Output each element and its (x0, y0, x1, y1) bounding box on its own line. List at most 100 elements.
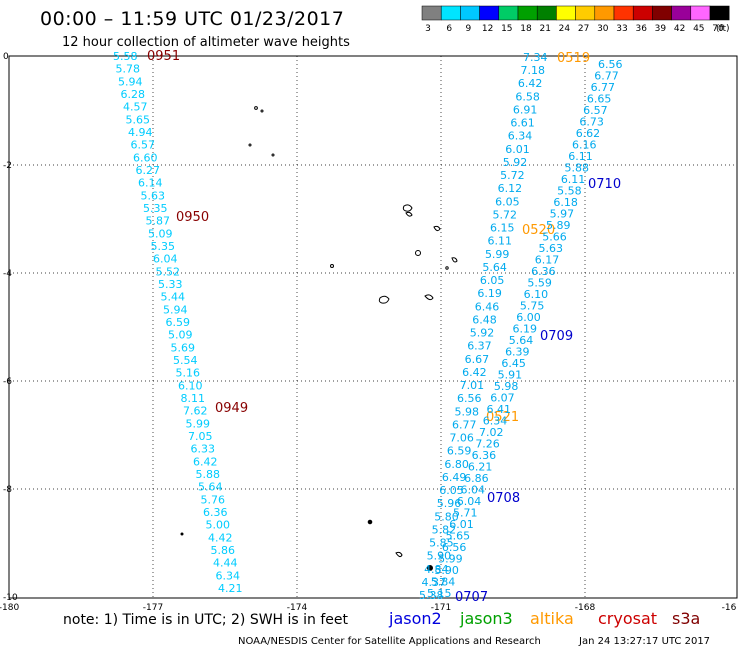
wave-height-value: 5.89 (546, 219, 571, 232)
scale-swatch (440, 5, 461, 21)
credit-text: NOAA/NESDIS Center for Satellite Applica… (238, 636, 541, 647)
scale-label: 3 (425, 24, 431, 34)
scale-swatch (479, 5, 500, 21)
scale-label: 27 (578, 24, 589, 34)
wave-height-value: 4.21 (218, 582, 243, 595)
wave-height-value: 5.90 (434, 564, 459, 577)
satellite-legend-item: cryosat (598, 609, 657, 628)
wave-height-value: 7.18 (520, 64, 545, 77)
scale-label: 12 (482, 24, 493, 34)
wave-height-value: 5.64 (482, 261, 507, 274)
wave-height-value: 5.71 (453, 507, 478, 520)
wave-height-value: 4.84 (424, 563, 449, 576)
wave-height-value: 5.99 (438, 553, 463, 566)
time-label: 0708 (487, 491, 520, 506)
wave-height-value: 6.28 (121, 88, 146, 101)
wave-height-value: 6.16 (572, 139, 597, 152)
longitude-label: -180 (0, 603, 19, 613)
scale-label: 42 (674, 24, 685, 34)
wave-height-value: 5.75 (520, 300, 545, 313)
wave-height-value: 7.05 (188, 430, 213, 443)
wave-height-value: 5.64 (198, 481, 223, 494)
axis-labels: -180 -177 -174 -171 -168 -16 0 -2 -4 -6 -8 -10 (0, 52, 737, 613)
scale-swatch (421, 5, 442, 21)
wave-height-value: 5.38 (419, 589, 444, 602)
wave-height-value: 5.72 (500, 169, 525, 182)
island (402, 204, 413, 212)
wave-height-value: 5.69 (171, 341, 196, 354)
wave-height-value: 6.48 (472, 313, 497, 326)
wave-height-value: 6.21 (468, 461, 493, 474)
wave-height-value: 6.39 (505, 346, 529, 359)
time-label: 0951 (147, 49, 180, 64)
wave-height-value: 4.42 (208, 531, 233, 544)
wave-height-value: 8.11 (181, 392, 206, 405)
wave-height-value: 6.57 (583, 104, 608, 117)
timestamp-text: Jan 24 13:27:17 UTC 2017 (578, 636, 710, 647)
time-label: 0710 (588, 177, 621, 192)
wave-height-value: 6.91 (513, 103, 538, 116)
latitude-label: -4 (3, 269, 12, 279)
wave-height-value: 5.65 (446, 530, 471, 543)
wave-height-value: 6.77 (594, 70, 619, 83)
time-label: 0709 (540, 329, 573, 344)
wave-height-value: 5.85 (429, 537, 454, 550)
wave-height-value: 6.07 (490, 392, 515, 405)
jason2-track: 6.566.776.776.656.576.736.626.166.115.88… (427, 58, 623, 605)
scale-swatch (498, 5, 519, 21)
wave-height-value: 6.77 (452, 418, 477, 431)
map-title: 00:00 – 11:59 UTC 01/23/2017 (40, 8, 344, 30)
island (445, 266, 449, 270)
wave-height-value: 6.05 (480, 274, 505, 287)
wave-height-value: 6.27 (136, 164, 161, 177)
scale-swatch (460, 5, 480, 21)
wave-height-value: 5.58 (113, 50, 138, 63)
wave-height-value: 4.94 (128, 126, 153, 139)
wave-height-value: 5.35 (143, 202, 168, 215)
scale-swatch (671, 5, 692, 21)
time-label: 0519 (557, 51, 590, 66)
wave-height-value: 6.58 (515, 90, 540, 103)
wave-height-value: 5.88 (196, 468, 221, 481)
map-subtitle: 12 hour collection of altimeter wave hei… (62, 35, 350, 50)
wave-height-value: 4.37 (422, 576, 447, 589)
latitude-label: -6 (3, 377, 12, 387)
wave-height-value: 6.42 (518, 77, 543, 90)
latitude-label: -10 (3, 593, 18, 603)
wave-height-value: 6.17 (535, 254, 560, 267)
scale-label: 24 (559, 24, 571, 34)
graticule (9, 56, 737, 598)
scale-label: 9 (466, 24, 472, 34)
wave-height-value: 5.97 (550, 208, 575, 221)
color-scale: 3 6 9 12 15 18 21 24 27 30 33 36 39 42 45 70 (421, 5, 730, 34)
time-label: 0520 (522, 223, 555, 238)
scale-label: 36 (635, 24, 647, 34)
wave-height-value: 5.91 (498, 369, 523, 382)
wave-height-value: 7.34 (523, 51, 548, 64)
wave-height-value: 6.00 (516, 311, 541, 324)
wave-height-value: 6.46 (475, 300, 500, 313)
wave-height-value: 6.60 (133, 151, 158, 164)
wave-height-value: 5.35 (151, 240, 176, 253)
wave-height-value: 5.88 (565, 162, 590, 175)
wave-height-value: 5.09 (148, 227, 173, 240)
wave-height-value: 6.86 (464, 472, 489, 485)
wave-height-value: 6.36 (472, 449, 497, 462)
wave-height-value: 5.44 (161, 291, 186, 304)
wave-height-value: 6.12 (498, 182, 523, 195)
wave-height-value: 5.09 (168, 329, 193, 342)
scale-label: 33 (616, 24, 627, 34)
satellite-legend: jason2 jason3 altika cryosat s3a (388, 609, 700, 628)
wave-height-value: 6.42 (462, 366, 487, 379)
wave-height-value: 6.45 (501, 357, 526, 370)
wave-height-value: 6.01 (449, 518, 474, 531)
wave-height-value: 5.76 (201, 493, 226, 506)
wave-height-value: 5.64 (509, 334, 533, 347)
latitude-label: -2 (3, 161, 12, 171)
wave-height-value: 5.15 (427, 587, 452, 600)
island (248, 143, 252, 147)
longitude-label: -171 (431, 603, 451, 613)
satellite-legend-item: jason2 (388, 609, 442, 628)
wave-height-value: 6.33 (191, 443, 216, 456)
